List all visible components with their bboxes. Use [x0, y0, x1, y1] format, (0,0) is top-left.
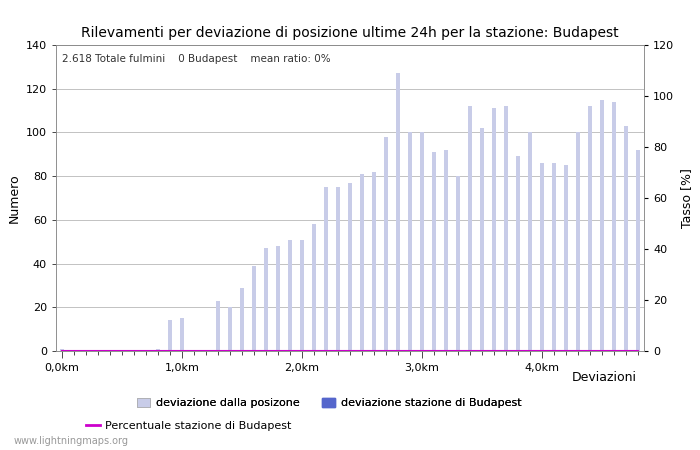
Y-axis label: Tasso [%]: Tasso [%] — [680, 168, 693, 228]
Y-axis label: Numero: Numero — [7, 173, 20, 223]
Bar — [384, 137, 388, 351]
Bar — [276, 246, 280, 351]
Bar — [612, 102, 616, 351]
Bar — [636, 150, 640, 351]
Bar — [288, 239, 292, 351]
Legend: Percentuale stazione di Budapest: Percentuale stazione di Budapest — [82, 417, 296, 436]
Bar — [300, 239, 304, 351]
Bar — [216, 301, 220, 351]
Bar — [564, 165, 568, 351]
Bar — [528, 132, 532, 351]
Bar — [180, 318, 184, 351]
Bar — [540, 163, 544, 351]
Bar — [228, 307, 232, 351]
Bar — [372, 172, 376, 351]
Bar — [480, 128, 484, 351]
Bar — [348, 183, 352, 351]
Bar — [168, 320, 172, 351]
Bar — [264, 248, 268, 351]
Bar — [492, 108, 496, 351]
Text: 2.618 Totale fulmini    0 Budapest    mean ratio: 0%: 2.618 Totale fulmini 0 Budapest mean rat… — [62, 54, 330, 64]
Bar — [552, 163, 556, 351]
Bar — [432, 152, 436, 351]
Bar — [336, 187, 340, 351]
Bar — [324, 187, 328, 351]
Bar — [240, 288, 244, 351]
Bar — [516, 157, 520, 351]
Bar — [588, 106, 592, 351]
Bar — [252, 266, 256, 351]
Bar — [396, 73, 400, 351]
Title: Rilevamenti per deviazione di posizione ultime 24h per la stazione: Budapest: Rilevamenti per deviazione di posizione … — [81, 26, 619, 40]
Bar — [456, 176, 460, 351]
Bar — [60, 349, 64, 351]
Bar — [444, 150, 448, 351]
Bar — [408, 132, 412, 351]
Bar — [468, 106, 472, 351]
Bar — [576, 132, 580, 351]
Bar — [312, 224, 316, 351]
Bar — [504, 106, 508, 351]
Bar — [624, 126, 628, 351]
Text: www.lightningmaps.org: www.lightningmaps.org — [14, 436, 129, 446]
Bar — [600, 99, 604, 351]
Text: Deviazioni: Deviazioni — [572, 371, 637, 384]
Legend: deviazione dalla posizone, deviazione stazione di Budapest: deviazione dalla posizone, deviazione st… — [132, 394, 526, 413]
Bar — [360, 174, 364, 351]
Bar — [420, 132, 424, 351]
Bar — [156, 349, 160, 351]
